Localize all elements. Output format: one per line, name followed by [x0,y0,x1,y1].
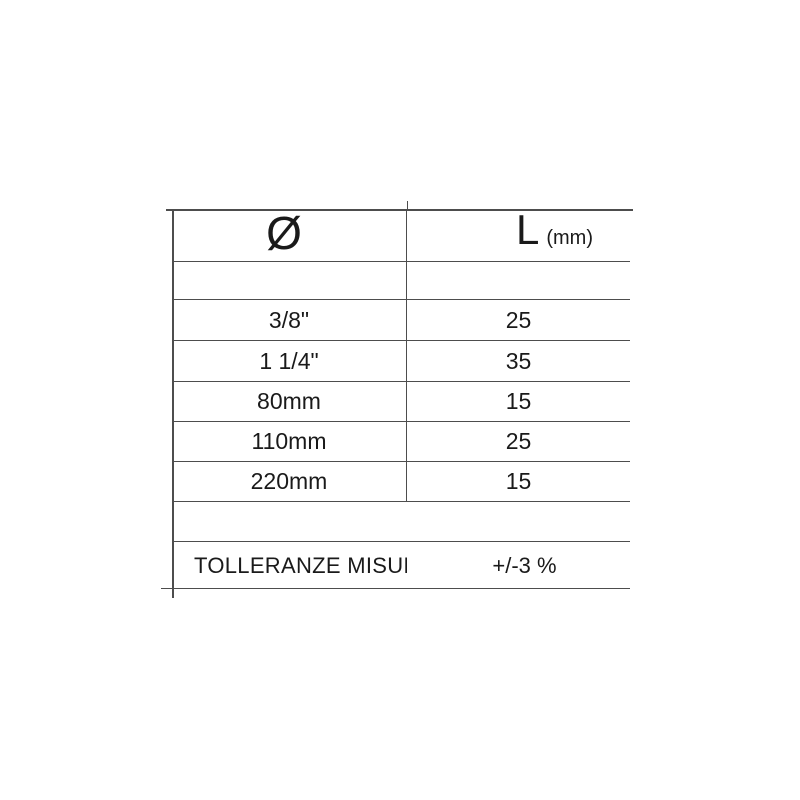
diameter-cell: 1 1/4" [172,341,407,381]
diameter-cell: 3/8" [172,300,407,340]
diameter-symbol: Ø [266,209,302,259]
dimensions-table: Ø L (mm) 3/8" 25 1 1/4" 35 80mm 15 110mm [161,201,633,598]
empty-cell [172,502,407,541]
table-row: 3/8" 25 [172,300,630,341]
table-left-border [172,209,174,598]
length-header-unit: (mm) [546,227,593,249]
length-cell: 15 [505,388,532,414]
empty-cell [407,262,630,299]
empty-cell [172,262,407,299]
table-bottom-border [161,587,630,589]
length-cell: 35 [505,347,532,374]
empty-cell [407,502,630,541]
length-cell: 25 [505,306,532,333]
length-cell: 15 [505,468,532,494]
diameter-cell: 220mm [172,462,407,501]
table-header-row: Ø L (mm) [172,209,630,262]
table-row: 80mm 15 [172,382,630,422]
tolerance-value: +/-3 % [492,552,557,578]
empty-row-top [172,262,630,300]
diameter-cell: 110mm [172,422,407,461]
table-row: 220mm 15 [172,462,630,502]
length-cell: 25 [505,428,532,454]
length-header-label: L [516,209,540,253]
diameter-cell: 80mm [172,382,407,421]
length-header-cell: L (mm) [443,209,666,261]
table-row: 110mm 25 [172,422,630,462]
tolerance-label: TOLLERANZE MISURE [194,552,407,578]
tolerance-row: TOLLERANZE MISURE +/-3 % [172,542,630,589]
diameter-header-cell: Ø [172,209,407,261]
column-divider-tick [406,201,408,209]
empty-row-bottom [172,502,630,542]
table-top-border [166,209,633,211]
table-row: 1 1/4" 35 [172,341,630,382]
